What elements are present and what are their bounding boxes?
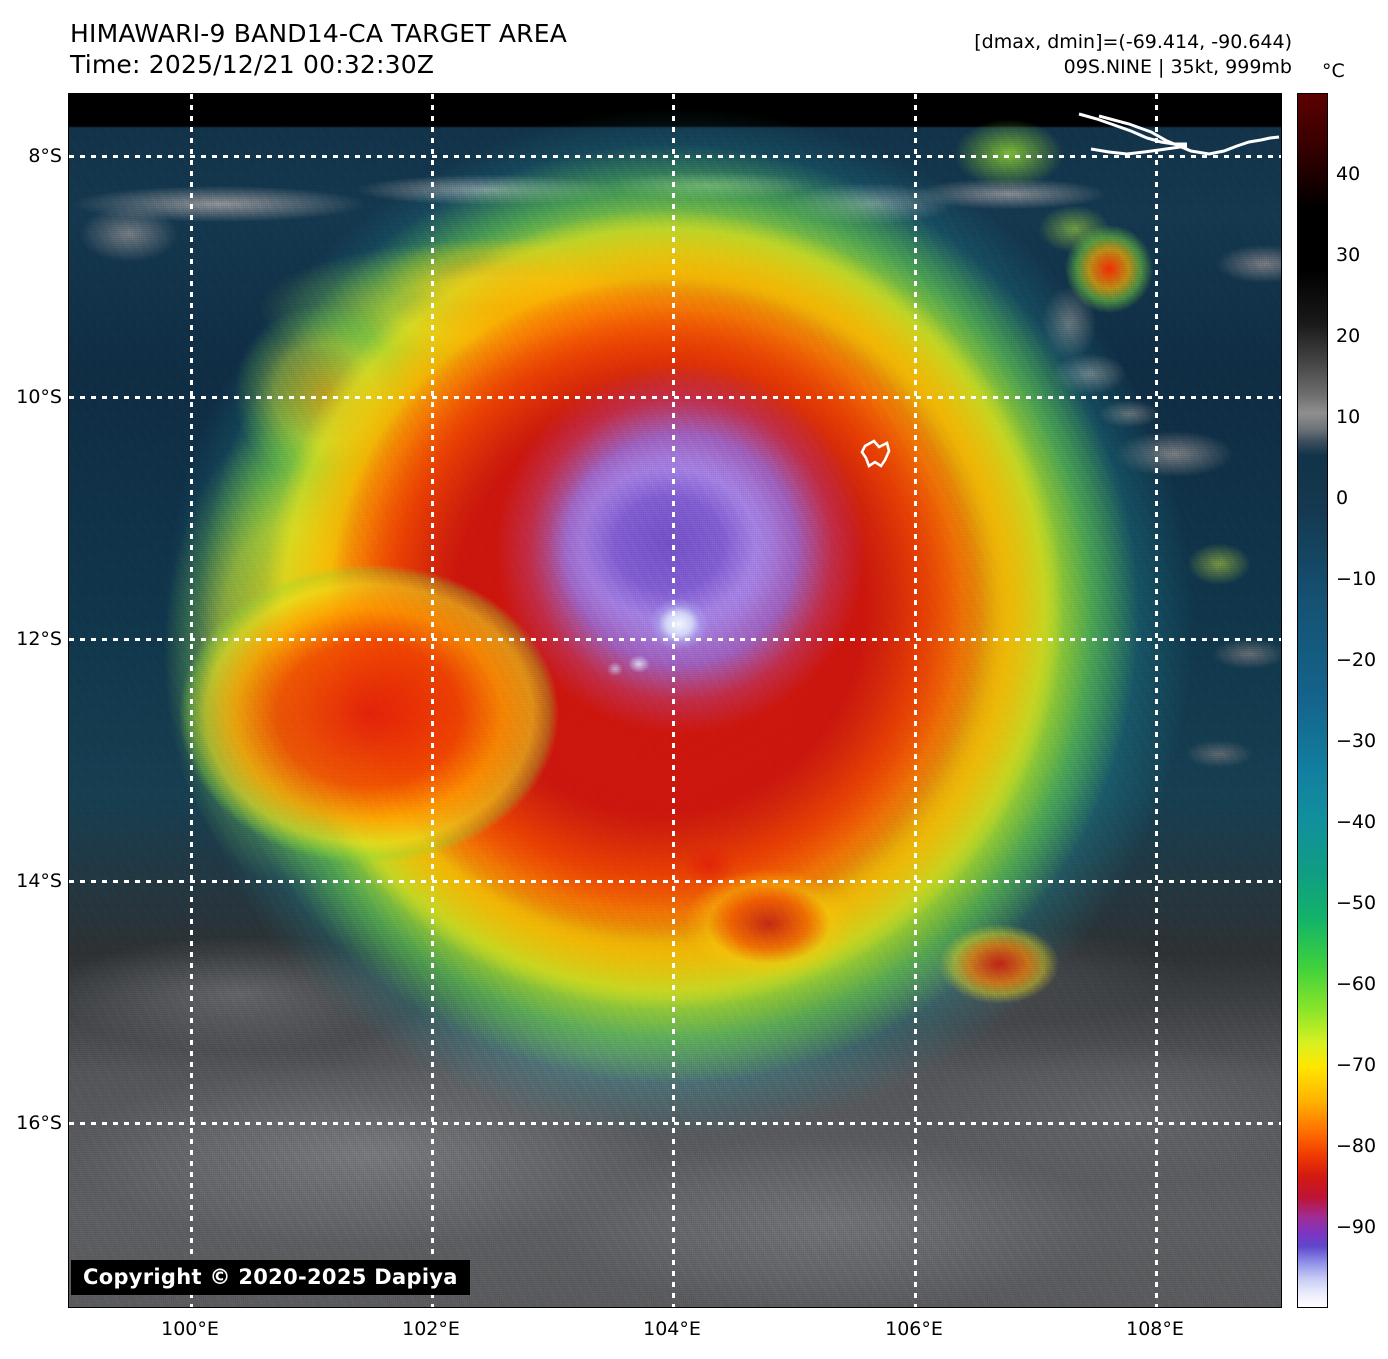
xtick-102E: 102°E xyxy=(402,1318,460,1340)
cbar-tick-m30: −30 xyxy=(1336,730,1377,752)
cbar-tick-m60: −60 xyxy=(1336,973,1377,995)
copyright-badge: Copyright © 2020-2025 Dapiya xyxy=(71,1260,470,1295)
cbar-tick-m70: −70 xyxy=(1336,1054,1377,1076)
xtick-100E: 100°E xyxy=(161,1318,219,1340)
cbar-tick-m20: −20 xyxy=(1336,649,1377,671)
gridline-lat-10S xyxy=(69,396,1281,399)
ytick-14S: 14°S xyxy=(16,870,62,892)
ytick-8S: 8°S xyxy=(28,145,62,167)
satellite-map[interactable]: Copyright © 2020-2025 Dapiya xyxy=(68,93,1282,1308)
coldest-cloud-top-layer xyxy=(69,94,1281,1307)
cbar-tick-m40: −40 xyxy=(1336,811,1377,833)
metadata-block: [dmax, dmin]=(-69.414, -90.644) 09S.NINE… xyxy=(974,30,1292,80)
infrared-imagery xyxy=(69,94,1281,1307)
gridline-lat-8S xyxy=(69,155,1281,158)
xtick-108E: 108°E xyxy=(1126,1318,1184,1340)
cbar-tick-m80: −80 xyxy=(1336,1135,1377,1157)
gridline-lon-106E xyxy=(914,94,917,1307)
xtick-106E: 106°E xyxy=(885,1318,943,1340)
xtick-104E: 104°E xyxy=(643,1318,701,1340)
colorbar-unit-label: °C xyxy=(1322,60,1345,82)
cbar-tick-0: 0 xyxy=(1336,487,1349,509)
cbar-tick-m90: −90 xyxy=(1336,1216,1377,1238)
gridline-lat-12S xyxy=(69,638,1281,641)
cbar-tick-40: 40 xyxy=(1336,163,1361,185)
gridline-lon-108E xyxy=(1155,94,1158,1307)
cirrus-texture-layer xyxy=(69,94,1281,1307)
cbar-tick-30: 30 xyxy=(1336,244,1361,266)
gridline-lon-104E xyxy=(672,94,675,1307)
pixel-noise-layer xyxy=(69,94,1281,1307)
ytick-12S: 12°S xyxy=(16,628,62,650)
cbar-tick-10: 10 xyxy=(1336,406,1361,428)
temperature-colorbar[interactable] xyxy=(1297,93,1328,1308)
timestamp-label: Time: 2025/12/21 00:32:30Z xyxy=(70,50,435,79)
ytick-16S: 16°S xyxy=(16,1112,62,1134)
page-title: HIMAWARI-9 BAND14-CA TARGET AREA xyxy=(70,19,568,48)
gridline-lat-14S xyxy=(69,880,1281,883)
cbar-tick-m10: −10 xyxy=(1336,568,1377,590)
dmax-dmin-label: [dmax, dmin]=(-69.414, -90.644) xyxy=(974,31,1292,53)
cbar-tick-m50: −50 xyxy=(1336,892,1377,914)
gridline-lon-102E xyxy=(431,94,434,1307)
storm-info-label: 09S.NINE | 35kt, 999mb xyxy=(1063,56,1292,78)
ytick-10S: 10°S xyxy=(16,386,62,408)
gridline-lat-16S xyxy=(69,1122,1281,1125)
gridline-lon-100E xyxy=(190,94,193,1307)
cbar-tick-20: 20 xyxy=(1336,325,1361,347)
header-title-block: HIMAWARI-9 BAND14-CA TARGET AREA Time: 2… xyxy=(70,18,567,80)
